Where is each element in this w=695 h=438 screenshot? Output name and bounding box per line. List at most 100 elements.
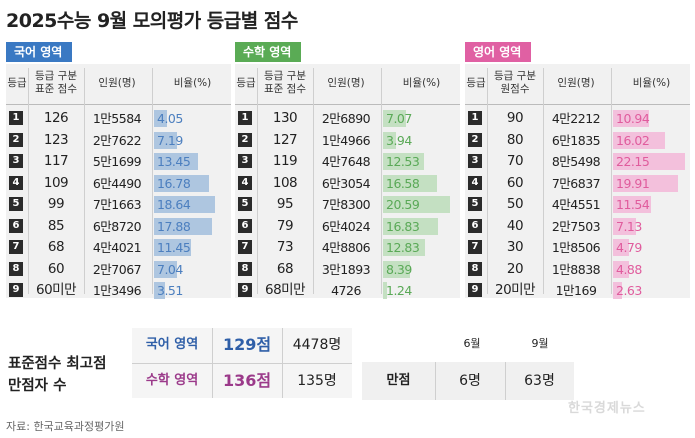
- score-cell: 40: [506, 217, 524, 234]
- count-cell: 6만3054: [321, 175, 371, 191]
- korean-column-divider: [84, 68, 85, 294]
- ratio-bar: [154, 196, 215, 213]
- ratio-label: 16.83: [386, 218, 420, 234]
- score-cell: 60: [506, 174, 524, 191]
- count-cell: 6만8720: [92, 218, 142, 234]
- math-header-3: 비율(%): [402, 76, 441, 89]
- table-row: 4 109 6만4490 16.78: [6, 173, 231, 194]
- count-cell: 2만7622: [92, 132, 142, 148]
- korean-column-divider: [152, 68, 153, 294]
- korean-panel: 국어 영역 등급 등급 구분 표준 점수 인원(명) 비율(%) 1 126 1만5584 4.0…: [6, 42, 231, 301]
- grade-badge: 1: [238, 111, 252, 125]
- math-panel: 수학 영역 등급 등급 구분 표준 점수 인원(명) 비율(%) 1 130 2만6890 7.0…: [235, 42, 460, 299]
- count-cell: 6만1835: [551, 132, 601, 148]
- summary-english-bg: [362, 362, 574, 400]
- score-cell: 130: [272, 110, 298, 126]
- ratio-bar: [154, 110, 168, 127]
- ratio-bar: [613, 282, 622, 299]
- ratio-label: 8.39: [386, 261, 412, 277]
- table-row: 9 20미만 1만169 2.63: [465, 280, 690, 301]
- table-row: 3 119 4만7648 12.53: [235, 151, 460, 172]
- ratio-bar: [154, 239, 192, 256]
- ratio-label: 7.13: [616, 218, 642, 234]
- summary-vline: [212, 328, 213, 398]
- table-row: 7 68 4만4021 11.45: [6, 237, 231, 258]
- korean-section-tag: 국어 영역: [6, 42, 72, 62]
- math-header-2: 인원(명): [327, 76, 365, 89]
- count-cell: 7만1663: [92, 197, 142, 212]
- grade-badge: 7: [9, 240, 23, 254]
- count-cell: 3만1893: [321, 261, 371, 277]
- math-header-divider: [235, 104, 460, 105]
- grade-badge: 9: [468, 283, 482, 297]
- count-cell: 7만6837: [551, 175, 601, 191]
- count-cell: 1만169: [555, 283, 597, 298]
- ratio-label: 22.15: [616, 154, 650, 169]
- count-cell: 1만8506: [551, 240, 601, 255]
- korean-header-1: 등급 구분 표준 점수: [35, 70, 77, 95]
- summary-math-label: 수학 영역: [145, 373, 199, 388]
- ratio-label: 18.64: [157, 197, 191, 212]
- english-table: 등급 등급 구분 원점수 인원(명) 비율(%) 1 90 4만2212 10.94 2 80 6만1…: [465, 64, 690, 301]
- ratio-label: 11.45: [157, 240, 191, 255]
- score-cell: 20: [506, 260, 524, 277]
- count-cell: 4만4021: [92, 240, 142, 255]
- ratio-label: 11.54: [616, 197, 650, 212]
- grade-badge: 4: [238, 175, 252, 190]
- ratio-bar: [383, 153, 424, 170]
- grade-badge: 6: [9, 218, 23, 233]
- english-header-divider: [465, 104, 690, 105]
- ratio-bar: [383, 282, 388, 299]
- table-row: 9 60미만 1만3496 3.51: [6, 280, 231, 301]
- table-row: 4 60 7만6837 19.91: [465, 173, 690, 194]
- grade-badge: 3: [468, 154, 482, 168]
- ratio-bar: [613, 131, 666, 149]
- count-cell: 7만8300: [321, 197, 371, 212]
- ratio-label: 4.05: [157, 111, 183, 126]
- score-cell: 73: [276, 239, 294, 255]
- score-cell: 85: [47, 217, 65, 234]
- table-row: 5 50 4만4551 11.54: [465, 194, 690, 215]
- english-header-1: 등급 구분 원점수: [494, 70, 536, 95]
- ratio-bar: [154, 153, 198, 170]
- summary-month-june: 6월: [463, 337, 481, 350]
- summary-month-sept: 9월: [531, 337, 549, 350]
- count-cell: 8만5498: [551, 154, 601, 169]
- korean-table: 등급 등급 구분 표준 점수 인원(명) 비율(%) 1 126 1만5584 4.05 2 123…: [6, 64, 231, 301]
- table-row: 2 123 2만7622 7.19: [6, 130, 231, 151]
- math-header-0: 등급: [236, 76, 256, 89]
- ratio-label: 19.91: [616, 175, 650, 191]
- count-cell: 1만5584: [92, 111, 142, 126]
- ratio-bar: [613, 174, 678, 192]
- grade-badge: 9: [238, 283, 252, 297]
- count-cell: 4만8806: [321, 240, 371, 255]
- ratio-bar: [613, 217, 637, 235]
- table-row: 4 108 6만3054 16.58: [235, 173, 460, 194]
- summary-label-perfect-count: 만점자 수: [8, 378, 67, 394]
- summary-vline: [435, 362, 436, 400]
- english-header-3: 비율(%): [632, 76, 671, 89]
- ratio-bar: [383, 110, 407, 127]
- score-cell: 80: [506, 131, 524, 148]
- korean-header-3: 비율(%): [173, 76, 212, 89]
- grade-badge: 5: [9, 197, 23, 211]
- score-cell: 50: [506, 196, 524, 212]
- summary-divider: [132, 363, 352, 364]
- english-header-0: 등급: [466, 76, 486, 89]
- table-row: 5 99 7만1663 18.64: [6, 194, 231, 215]
- ratio-bar: [154, 282, 166, 299]
- score-cell: 20미만: [494, 282, 536, 298]
- math-column-divider: [313, 68, 314, 294]
- english-column-divider: [611, 68, 612, 294]
- korean-header-0: 등급: [7, 76, 27, 89]
- ratio-bar: [154, 217, 213, 235]
- score-cell: 126: [43, 110, 69, 126]
- table-row: 6 79 6만4024 16.83: [235, 216, 460, 237]
- ratio-bar: [154, 174, 209, 192]
- score-cell: 30: [506, 239, 524, 255]
- grade-badge: 1: [9, 111, 23, 125]
- score-cell: 119: [272, 153, 298, 169]
- summary-label-top-score: 표준점수 최고점: [8, 356, 107, 372]
- count-cell: 2만6890: [321, 111, 371, 126]
- ratio-bar: [613, 239, 629, 256]
